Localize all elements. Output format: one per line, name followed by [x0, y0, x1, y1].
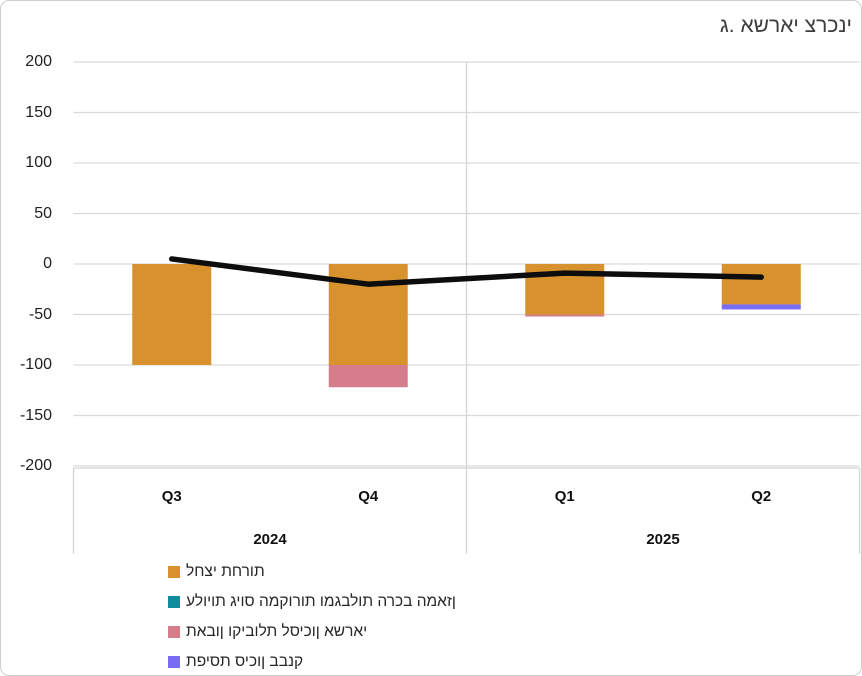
net-line: [169, 256, 764, 287]
y-tick-label: 0: [43, 255, 52, 272]
y-tick-label: 150: [25, 103, 52, 121]
bar-segment: [328, 365, 408, 388]
legend-item: תפיסת סיכון בבנק: [168, 647, 456, 675]
y-tick-label: -100: [19, 356, 52, 373]
legend-swatch-icon: [168, 626, 180, 638]
bar-segment: [721, 304, 801, 310]
category-label: Q1: [554, 488, 575, 505]
y-tick-label: 50: [34, 204, 52, 222]
year-label: 2025: [646, 531, 680, 548]
year-label: 2024: [253, 531, 287, 548]
y-tick-label: -50: [28, 305, 52, 323]
legend-swatch-icon: [168, 566, 180, 578]
bar-segment: [721, 264, 801, 305]
legend-label: עלויות גיוס המקורות ומגבלות הרכב המאזן: [186, 593, 456, 610]
category-label: Q2: [751, 488, 772, 505]
category-label: Q3: [161, 488, 182, 505]
legend-item: עלויות גיוס המקורות ומגבלות הרכב המאזן: [168, 587, 456, 617]
legend: לחצי תחרות עלויות גיוס המקורות ומגבלות הר…: [168, 557, 456, 675]
y-tick-label: -150: [19, 406, 52, 424]
bar-segment: [132, 264, 212, 365]
y-tick-label: -200: [19, 457, 52, 474]
legend-label: תאבון וקיבולת לסיכון אשראי: [186, 623, 368, 640]
legend-item: לחצי תחרות: [168, 557, 456, 587]
chart-title: ג. אשראי צרכני: [719, 14, 852, 37]
bar-segment: [525, 314, 605, 317]
y-tick-label: 200: [25, 53, 52, 70]
legend-label: תפיסת סיכון בבנק: [186, 653, 304, 670]
legend-swatch-icon: [168, 596, 180, 608]
y-tick-label: 100: [25, 154, 52, 171]
legend-swatch-icon: [168, 656, 180, 668]
legend-label: לחצי תחרות: [186, 563, 265, 580]
category-label: Q4: [358, 488, 379, 505]
legend-item: תאבון וקיבולת לסיכון אשראי: [168, 617, 456, 647]
